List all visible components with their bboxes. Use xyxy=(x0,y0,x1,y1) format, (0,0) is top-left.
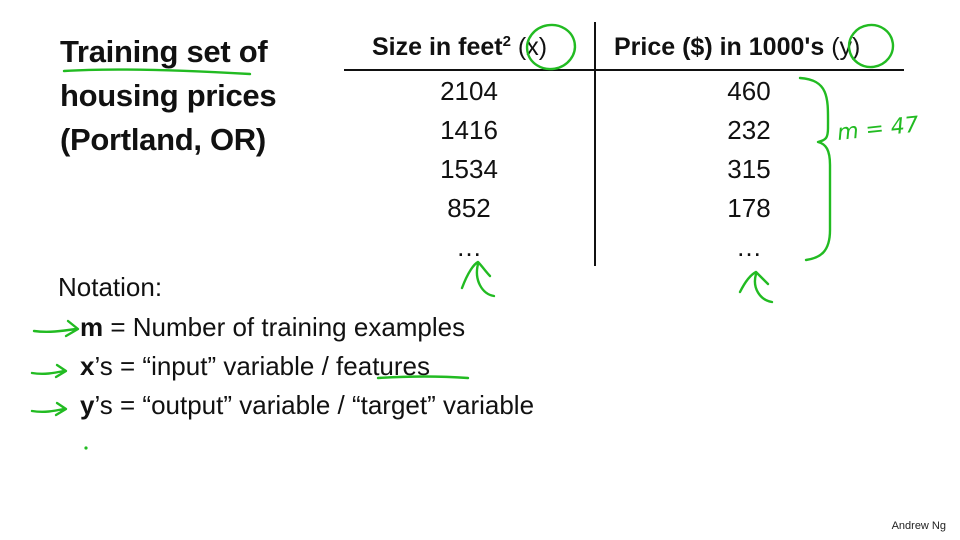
ink-dot xyxy=(84,446,88,450)
m-count-annotation: m = 47 xyxy=(836,113,920,146)
table-header-divider xyxy=(344,69,904,71)
notation-m: m = Number of training examples xyxy=(80,310,465,344)
superscript-2: 2 xyxy=(502,33,511,50)
column-header-size-var: (x) xyxy=(517,33,548,61)
notation-y-text: ’s = “output” variable / “target” variab… xyxy=(94,390,535,420)
arrow-right-icon xyxy=(32,319,80,338)
arrow-right-icon xyxy=(30,401,68,417)
table-column-divider xyxy=(594,22,596,266)
arrow-right-icon xyxy=(30,363,68,379)
title-line-2: housing prices xyxy=(60,78,277,113)
table-cell-y: 460 xyxy=(727,76,771,106)
table-cell-x: 1534 xyxy=(440,154,498,184)
column-header-size: Size in feet2 (x) xyxy=(372,30,547,64)
notation-m-var: m xyxy=(80,312,104,342)
table-cell-y: 178 xyxy=(727,193,771,223)
table-cell-x: 2104 xyxy=(440,76,498,106)
column-header-price-var: (y) xyxy=(831,33,861,61)
column-header-price-label: Price ($) in 1000's xyxy=(614,33,825,61)
table-cell-y: … xyxy=(736,232,762,262)
column-header-price: Price ($) in 1000's (y) xyxy=(614,30,860,64)
table-cell-y: 232 xyxy=(727,115,771,145)
notation-x-var: x xyxy=(80,351,95,381)
notation-m-text: = Number of training examples xyxy=(103,312,466,342)
title-line-3: (Portland, OR) xyxy=(60,122,266,157)
notation-x: x’s = “input” variable / features xyxy=(80,349,430,383)
title-line-1: Training set of xyxy=(60,34,268,69)
table-cell-x: … xyxy=(456,232,482,262)
table-cell-y: 315 xyxy=(727,154,771,184)
arrow-up-icon xyxy=(460,260,496,298)
notation-y-var: y xyxy=(80,390,95,420)
notation-heading: Notation: xyxy=(58,272,163,302)
slide-title: Training set of housing prices (Portland… xyxy=(60,30,277,162)
notation-x-text: ’s = “input” variable / features xyxy=(94,351,430,381)
arrow-up-icon xyxy=(738,270,774,304)
notation-y: y’s = “output” variable / “target” varia… xyxy=(80,388,534,422)
table-cell-x: 852 xyxy=(447,193,491,223)
table-cell-x: 1416 xyxy=(440,115,498,145)
column-header-size-label: Size in feet xyxy=(372,33,503,61)
author-credit: Andrew Ng xyxy=(891,520,946,532)
